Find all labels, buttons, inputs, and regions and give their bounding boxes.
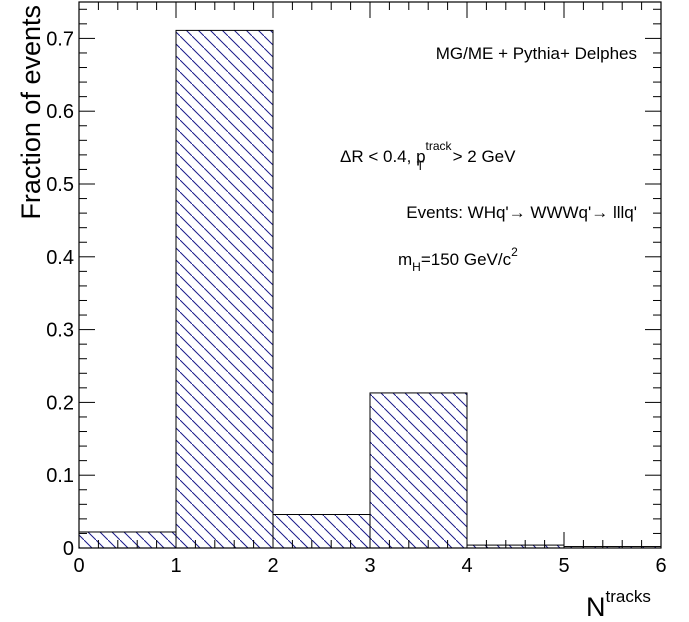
annotation-cuts-sub: T [417,159,425,173]
y-axis-label: Fraction of events [16,5,46,220]
annotation-cuts-text1: ΔR < 0.4, p [340,147,426,166]
y-tick-label: 0.5 [46,174,74,196]
annotation-mass-sup: 2 [511,245,518,259]
ticks-group [78,2,662,549]
x-tick-label: 1 [170,555,181,577]
annotation-cuts: ΔR < 0.4, ptrack T > 2 GeV [340,139,516,173]
x-tick-label: 0 [73,555,84,577]
x-axis-label-sup: tracks [606,587,651,606]
histogram-bar [175,29,274,549]
annotation-mass-m: m [398,250,412,269]
y-tick-label: 0.7 [46,28,74,50]
x-tick-label: 6 [655,555,666,577]
y-tick-label: 0.2 [46,392,74,414]
y-tick-label: 0.1 [46,465,74,487]
x-tick-label: 4 [461,555,472,577]
x-tick-label: 2 [267,555,278,577]
x-tick-label: 5 [558,555,569,577]
x-axis-label-main: N [586,592,606,622]
y-tick-label: 0.4 [46,247,74,269]
histogram-bar [272,514,371,549]
y-tick-label: 0.3 [46,320,74,342]
histogram-bar [369,392,468,549]
tick-labels-group: 0 1 2 3 4 5 6 0 0.1 0.2 0.3 0.4 0.5 0.6 0.7 [46,28,666,577]
x-tick-label: 3 [364,555,375,577]
annotation-cuts-text2: > 2 GeV [448,147,516,166]
y-tick-label: 0.6 [46,101,74,123]
annotation-events: Events: WHq'→ WWWq'→ lllq' [406,203,637,222]
annotation-mass-sub: H [412,260,421,274]
annotation-mass-text: =150 GeV/c [421,250,512,269]
histogram-bar [78,531,177,549]
annotation-cuts-sup: track [426,139,453,153]
x-axis-label: Ntracks [586,587,651,622]
annotation-mass: mH=150 GeV/c2 [398,245,518,274]
y-tick-label: 0 [63,538,74,560]
annotation-generator: MG/ME + Pythia+ Delphes [436,44,637,63]
bars-group [78,29,662,549]
